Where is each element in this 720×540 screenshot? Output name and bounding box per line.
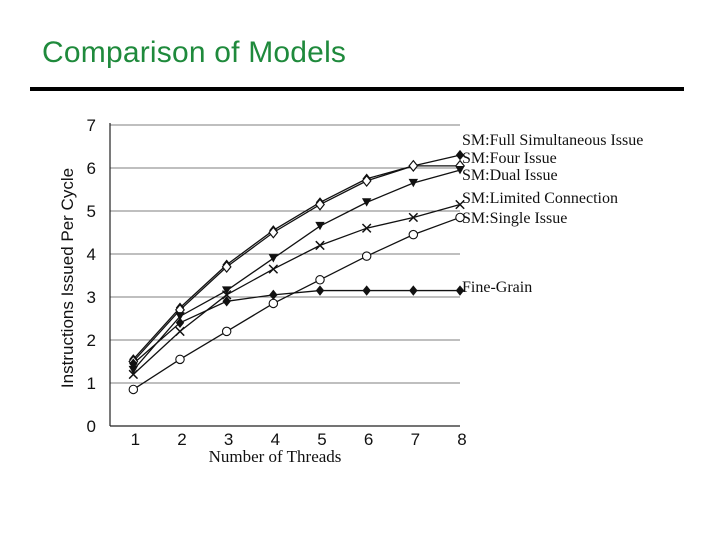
point-circle-open: [361, 251, 372, 261]
point-diamond-open: [268, 226, 279, 239]
y-tick-label: 1: [87, 374, 96, 393]
point-circle-open: [175, 354, 185, 365]
series-line: [132, 203, 461, 375]
point-diamond-open: [408, 159, 419, 173]
point-diamond: [129, 358, 138, 369]
point-diamond: [315, 285, 325, 296]
chart-series: [132, 154, 461, 390]
point-triangle: [455, 165, 465, 175]
point-circle-open: [408, 229, 419, 240]
point-circle-open: [221, 326, 232, 337]
x-tick-label: 5: [317, 430, 326, 449]
point-diamond-open: [315, 198, 325, 211]
legend-entry: SM:Single Issue: [462, 210, 567, 227]
point-diamond-open: [361, 174, 372, 188]
x-tick-label: 8: [457, 430, 466, 449]
y-tick-label: 5: [87, 202, 96, 221]
point-x: [128, 369, 139, 380]
point-diamond: [455, 149, 465, 161]
point-circle-open: [268, 298, 279, 309]
point-triangle: [408, 178, 419, 188]
y-tick-label: 3: [87, 288, 96, 307]
x-tick-label: 2: [177, 430, 186, 449]
point-diamond: [409, 285, 418, 296]
point-triangle: [315, 221, 325, 231]
series-line: [132, 289, 460, 365]
series-line: [132, 216, 461, 390]
point-diamond: [175, 317, 185, 328]
point-diamond: [222, 296, 231, 307]
point-diamond: [362, 285, 371, 296]
point-triangle: [128, 365, 139, 375]
x-tick-label: 6: [364, 430, 373, 449]
y-tick-label: 6: [87, 159, 96, 178]
point-triangle: [361, 198, 372, 207]
point-x: [175, 326, 185, 337]
chart-grid: [110, 124, 460, 384]
point-triangle: [268, 254, 279, 263]
point-triangle: [175, 312, 185, 321]
point-diamond-open: [221, 260, 232, 274]
x-axis-label: Number of Threads: [209, 447, 342, 466]
point-x: [221, 290, 232, 300]
legend-entry: SM:Full Simultaneous Issue: [462, 132, 643, 149]
point-triangle: [221, 286, 232, 295]
chart-markers: [128, 149, 465, 395]
point-diamond: [269, 289, 278, 301]
chart-axes: 0 1 2 3 4 5 6 7 1 2 3 4 5 6 7 8: [87, 116, 467, 449]
title-divider: [30, 87, 684, 91]
x-tick-label: 3: [224, 430, 233, 449]
point-circle-open: [128, 384, 139, 395]
x-tick-label: 1: [131, 430, 140, 449]
x-tick-label: 4: [271, 430, 280, 449]
point-x: [455, 199, 465, 210]
series-line: [132, 165, 460, 362]
series-line: [132, 169, 461, 371]
point-x: [315, 240, 325, 251]
y-tick-label: 2: [87, 331, 96, 350]
point-x: [268, 264, 279, 274]
point-diamond: [455, 285, 465, 296]
y-tick-label: 4: [87, 245, 96, 264]
legend-entry: SM:Limited Connection: [462, 190, 618, 207]
point-x: [361, 223, 372, 233]
point-x: [408, 212, 419, 223]
x-tick-label: 7: [411, 430, 420, 449]
point-circle-open: [455, 212, 465, 223]
legend-entry: Fine-Grain: [462, 279, 532, 296]
legend-entry: SM:Four Issue: [462, 150, 557, 167]
y-tick-label: 7: [87, 116, 96, 135]
slide-title: Comparison of Models: [42, 36, 347, 69]
y-axis-label: Instructions Issued Per Cycle: [58, 168, 77, 388]
y-tick-label: 0: [87, 417, 96, 436]
point-circle-open: [315, 275, 325, 285]
legend-entry: SM:Dual Issue: [462, 167, 558, 184]
